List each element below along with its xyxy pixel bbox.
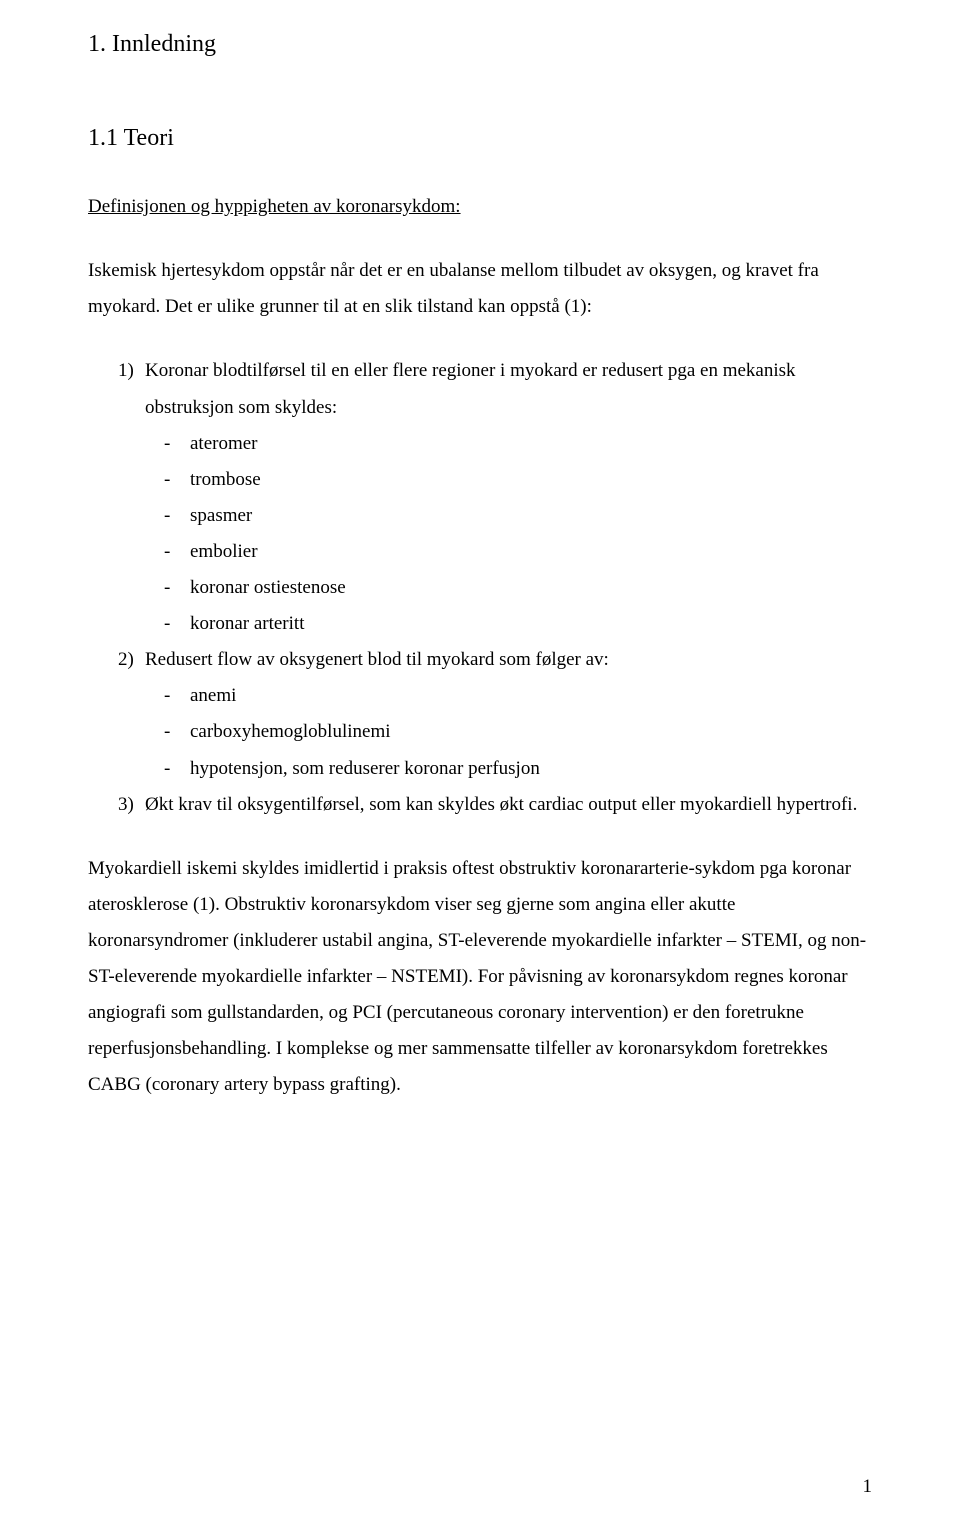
list-item: 3)Økt krav til oksygentilførsel, som kan… <box>118 787 872 823</box>
list-item: 2)Redusert flow av oksygenert blod til m… <box>118 642 872 678</box>
page-number: 1 <box>863 1469 873 1505</box>
numbered-list: 1)Koronar blodtilførsel til en eller fle… <box>88 353 872 822</box>
bullet-item: koronar arteritt <box>164 606 872 642</box>
bullet-item: hypotensjon, som reduserer koronar perfu… <box>164 751 872 787</box>
intro-paragraph: Iskemisk hjertesykdom oppstår når det er… <box>88 253 872 325</box>
body-paragraph: Myokardiell iskemi skyldes imidlertid i … <box>88 851 872 1104</box>
list-item-text: Redusert flow av oksygenert blod til myo… <box>145 649 609 670</box>
bullet-item: anemi <box>164 678 872 714</box>
bullet-item: trombose <box>164 462 872 498</box>
bullet-item: ateromer <box>164 426 872 462</box>
bullet-item: spasmer <box>164 498 872 534</box>
list-number: 3) <box>118 787 145 823</box>
bullet-item: carboxyhemogloblulinemi <box>164 714 872 750</box>
bullet-list: anemi carboxyhemogloblulinemi hypotensjo… <box>88 678 872 786</box>
list-item-text: Koronar blodtilførsel til en eller flere… <box>145 360 796 417</box>
bullet-item: embolier <box>164 534 872 570</box>
heading-2: 1.1 Teori <box>88 116 872 162</box>
document-page: 1. Innledning 1.1 Teori Definisjonen og … <box>0 0 960 1533</box>
heading-1: 1. Innledning <box>88 22 872 68</box>
list-number: 1) <box>118 353 145 389</box>
subheading-underlined: Definisjonen og hyppigheten av koronarsy… <box>88 189 872 225</box>
bullet-item: koronar ostiestenose <box>164 570 872 606</box>
list-item-text: Økt krav til oksygentilførsel, som kan s… <box>145 794 857 815</box>
list-item: 1)Koronar blodtilførsel til en eller fle… <box>118 353 872 425</box>
list-number: 2) <box>118 642 145 678</box>
bullet-list: ateromer trombose spasmer embolier koron… <box>88 426 872 643</box>
